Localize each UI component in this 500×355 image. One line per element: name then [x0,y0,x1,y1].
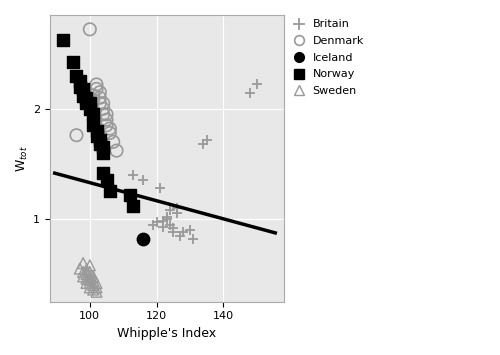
Denmark [96,100,104,106]
Norway [130,203,138,209]
Norway [96,137,104,142]
Sweden [82,267,90,273]
Britain [246,91,254,96]
Britain [190,236,198,242]
Britain [172,211,180,216]
Sweden [92,285,100,290]
Norway [86,106,94,111]
Denmark [102,117,110,122]
Denmark [92,86,100,92]
Norway [59,38,67,43]
Norway [92,133,100,139]
Norway [82,100,90,106]
Norway [82,95,90,100]
Britain [162,214,170,220]
Denmark [112,148,120,153]
Norway [79,93,87,98]
Denmark [96,89,104,95]
Sweden [86,277,94,283]
Sweden [92,289,100,295]
Norway [106,189,114,194]
Sweden [82,271,90,277]
Sweden [86,280,94,286]
Norway [102,178,110,183]
Iceland [140,236,147,242]
Legend: Britain, Denmark, Iceland, Norway, Sweden: Britain, Denmark, Iceland, Norway, Swede… [286,15,368,100]
Britain [200,141,207,147]
Britain [166,222,174,227]
Sweden [86,262,94,268]
Norway [86,100,94,106]
Britain [203,137,211,142]
Norway [72,73,80,78]
Britain [180,229,188,235]
Britain [172,205,180,211]
Sweden [92,280,100,286]
Britain [156,185,164,191]
Sweden [82,280,90,286]
Denmark [96,95,104,100]
Norway [99,144,107,150]
Denmark [89,97,97,103]
Britain [162,216,170,222]
Denmark [86,27,94,32]
Britain [160,224,168,230]
Sweden [79,260,87,266]
X-axis label: Whipple's Index: Whipple's Index [117,327,216,340]
Denmark [92,82,100,87]
Norway [96,141,104,147]
Britain [160,218,168,224]
Sweden [89,287,97,293]
Norway [76,84,84,89]
Norway [76,78,84,84]
Sweden [89,273,97,279]
Y-axis label: W$_{tot}$: W$_{tot}$ [15,145,30,172]
Britain [170,225,177,231]
Britain [186,227,194,233]
Norway [99,170,107,175]
Denmark [102,122,110,128]
Sweden [79,269,87,275]
Norway [126,192,134,198]
Denmark [99,100,107,106]
Norway [89,111,97,117]
Denmark [89,93,97,98]
Denmark [99,111,107,117]
Denmark [106,126,114,131]
Britain [176,233,184,239]
Britain [166,207,174,213]
Norway [92,128,100,133]
Denmark [99,106,107,111]
Denmark [109,139,117,144]
Sweden [86,285,94,290]
Norway [89,122,97,128]
Denmark [72,132,80,138]
Sweden [82,276,90,282]
Britain [140,178,147,183]
Britain [152,219,160,225]
Denmark [106,130,114,136]
Sweden [86,273,94,279]
Britain [150,222,158,227]
Norway [79,86,87,92]
Denmark [102,111,110,117]
Sweden [89,282,97,288]
Sweden [89,278,97,284]
Britain [130,172,138,178]
Sweden [79,273,87,279]
Britain [170,229,177,235]
Sweden [76,266,84,272]
Sweden [86,269,94,275]
Norway [69,60,77,65]
Norway [99,150,107,156]
Britain [253,82,261,87]
